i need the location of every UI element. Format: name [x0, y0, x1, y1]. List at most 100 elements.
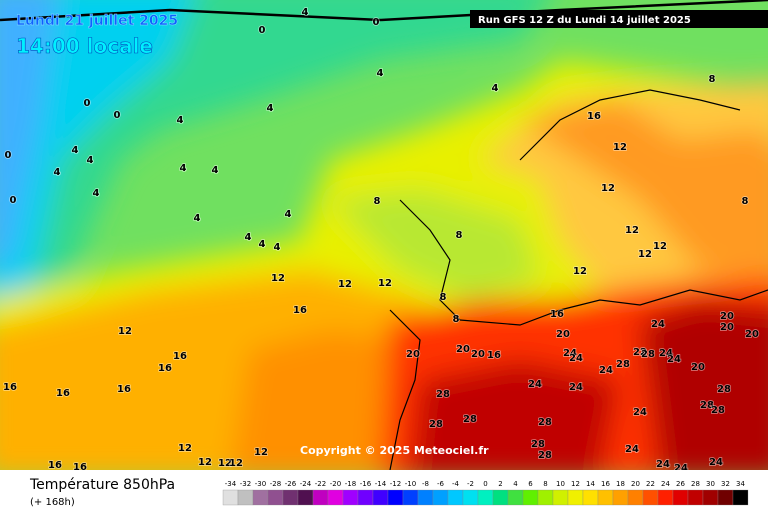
colorbar-swatch — [312, 489, 329, 506]
coastlines — [0, 0, 768, 471]
contour-label: 28 — [717, 384, 731, 395]
contour-label: 16 — [587, 111, 601, 122]
contour-label: 8 — [709, 74, 716, 85]
contour-label: 20 — [406, 349, 420, 360]
colorbar-label: 24 — [661, 480, 670, 488]
colorbar-swatch — [267, 489, 284, 506]
contour-label: 28 — [463, 414, 477, 425]
contour-label: 20 — [456, 344, 470, 355]
contour-label: 24 — [709, 457, 723, 468]
colorbar-label: 8 — [543, 480, 547, 488]
colorbar-swatch — [552, 489, 569, 506]
contour-label: 4 — [285, 209, 292, 220]
contour-label: 16 — [550, 309, 564, 320]
contour-label: 24 — [563, 348, 577, 359]
colorbar-swatch — [537, 489, 554, 506]
contour-label: 4 — [245, 232, 252, 243]
copyright: Copyright © 2025 Meteociel.fr — [300, 444, 489, 457]
lead-time: (+ 168h) — [30, 497, 75, 508]
contour-label: 16 — [48, 460, 62, 471]
contour-label: 28 — [531, 439, 545, 450]
colorbar-label: 32 — [721, 480, 730, 488]
colorbar-swatch — [627, 489, 644, 506]
contour-label: 24 — [569, 382, 583, 393]
colorbar-label: 28 — [691, 480, 700, 488]
colorbar-swatch — [717, 489, 734, 506]
contour-label: 24 — [633, 407, 647, 418]
contour-label: 12 — [653, 241, 667, 252]
colorbar-swatch — [582, 489, 599, 506]
contour-label: 4 — [177, 115, 184, 126]
contour-label: 8 — [374, 196, 381, 207]
colorbar-label: -30 — [255, 480, 266, 488]
contour-label: 20 — [556, 329, 570, 340]
colorbar-label: -18 — [345, 480, 356, 488]
contour-label: 20 — [720, 322, 734, 333]
colorbar-swatch — [507, 489, 524, 506]
colorbar-label: -2 — [467, 480, 474, 488]
contour-label: 12 — [198, 457, 212, 468]
contour-label: 24 — [656, 459, 670, 470]
contour-label: 20 — [691, 362, 705, 373]
run-box — [470, 10, 768, 28]
colorbar: -34 -32 -30 -28 -26 -24 -22 -20 -18 -16 -14 -12 -10-… — [222, 480, 749, 506]
colorbar-swatch — [327, 489, 344, 506]
contour-label: 12 — [613, 142, 627, 153]
colorbar-label: -16 — [360, 480, 372, 488]
colorbar-label: -24 — [300, 480, 312, 488]
contour-label: 16 — [487, 350, 501, 361]
colorbar-swatch — [417, 489, 434, 506]
colorbar-label: -8 — [422, 480, 429, 488]
forecast-date: Lundi 21 juillet 2025 — [16, 13, 178, 29]
contour-label: 12 — [625, 225, 639, 236]
run-info: Run GFS 12 Z du Lundi 14 juillet 2025 — [478, 15, 691, 26]
contour-label: 28 — [429, 419, 443, 430]
contour-label: 8 — [456, 230, 463, 241]
colorbar-label: 12 — [571, 480, 580, 488]
contour-label: 22 — [633, 347, 647, 358]
contour-label: 20 — [471, 349, 485, 360]
contour-label: 16 — [173, 351, 187, 362]
contour-label: 24 — [659, 348, 673, 359]
colorbar-swatch — [657, 489, 674, 506]
colorbar-swatch — [357, 489, 374, 506]
colorbar-swatch — [642, 489, 659, 506]
contour-label: 12 — [638, 249, 652, 260]
colorbar-label: -22 — [315, 480, 326, 488]
colorbar-swatch — [732, 489, 749, 506]
contour-label: 0 — [10, 195, 17, 206]
colorbar-label: 14 — [586, 480, 595, 488]
colorbar-swatch — [387, 489, 404, 506]
colorbar-label: -10 — [405, 480, 416, 488]
contour-label: 12 — [229, 458, 243, 469]
colorbar-label: 6 — [528, 480, 533, 488]
contour-label: 12 — [378, 278, 392, 289]
contour-label: 4 — [180, 163, 187, 174]
colorbar-swatch — [567, 489, 584, 506]
colorbar-swatch — [222, 489, 239, 506]
colorbar-label: -26 — [285, 480, 297, 488]
contour-label: 28 — [700, 400, 714, 411]
contour-label: 4 — [377, 68, 384, 79]
contour-label: 12 — [573, 266, 587, 277]
contour-label: 0 — [84, 98, 91, 109]
contour-label: 4 — [267, 103, 274, 114]
colorbar-label: 2 — [498, 480, 502, 488]
contour-label: 28 — [641, 349, 655, 360]
contour-label: 4 — [87, 155, 94, 166]
colorbar-label: -34 — [225, 480, 237, 488]
contour-label: 12 — [254, 447, 268, 458]
colorbar-swatch — [477, 489, 494, 506]
contour-label: 28 — [538, 450, 552, 461]
colorbar-swatch — [687, 489, 704, 506]
colorbar-swatch — [612, 489, 629, 506]
temperature-field — [0, 0, 768, 480]
colorbar-swatch — [702, 489, 719, 506]
contour-label: 8 — [440, 292, 447, 303]
contour-label: 16 — [158, 363, 172, 374]
contour-label: 24 — [667, 354, 681, 365]
colorbar-swatch — [282, 489, 299, 506]
contour-label: 0 — [5, 150, 12, 161]
colorbar-label: -32 — [240, 480, 251, 488]
